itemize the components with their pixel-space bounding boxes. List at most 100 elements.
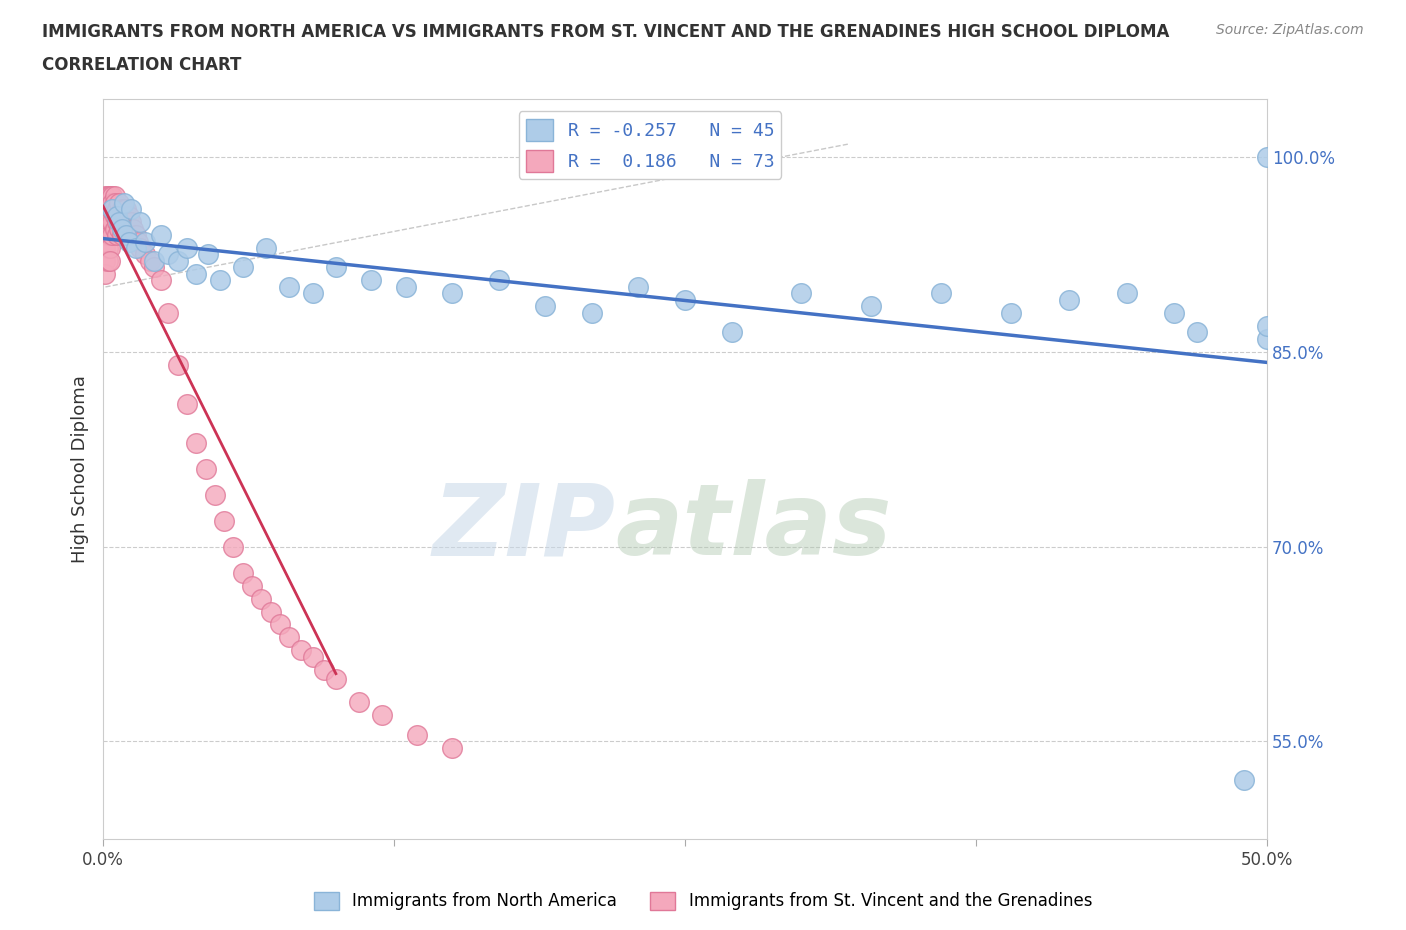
- Point: [157, 247, 180, 262]
- Point: [98, 202, 121, 217]
- Point: [125, 241, 148, 256]
- Text: atlas: atlas: [616, 479, 891, 577]
- Point: [395, 280, 418, 295]
- Point: [371, 708, 394, 723]
- Point: [111, 215, 134, 230]
- Point: [129, 215, 152, 230]
- Point: [204, 487, 226, 502]
- Point: [278, 280, 301, 295]
- Point: [232, 260, 254, 275]
- Point: [860, 299, 883, 313]
- Point: [347, 695, 370, 710]
- Point: [111, 228, 134, 243]
- Point: [112, 195, 135, 210]
- Point: [97, 228, 120, 243]
- Point: [112, 202, 135, 217]
- Point: [627, 280, 650, 295]
- Point: [157, 305, 180, 320]
- Point: [581, 305, 603, 320]
- Point: [260, 604, 283, 619]
- Point: [120, 215, 142, 230]
- Point: [105, 228, 128, 243]
- Point: [441, 740, 464, 755]
- Point: [240, 578, 263, 593]
- Point: [1163, 305, 1185, 320]
- Point: [301, 286, 323, 301]
- Point: [122, 221, 145, 236]
- Point: [143, 254, 166, 269]
- Point: [97, 202, 120, 217]
- Point: [115, 202, 138, 217]
- Point: [534, 299, 557, 313]
- Point: [176, 396, 198, 411]
- Point: [97, 215, 120, 230]
- Point: [94, 267, 117, 282]
- Point: [118, 208, 141, 223]
- Text: ZIP: ZIP: [432, 479, 616, 577]
- Point: [232, 565, 254, 580]
- Point: [108, 221, 131, 236]
- Point: [488, 273, 510, 288]
- Point: [94, 241, 117, 256]
- Point: [98, 254, 121, 269]
- Legend: R = -0.257   N = 45, R =  0.186   N = 73: R = -0.257 N = 45, R = 0.186 N = 73: [519, 112, 782, 179]
- Point: [94, 202, 117, 217]
- Text: IMMIGRANTS FROM NORTH AMERICA VS IMMIGRANTS FROM ST. VINCENT AND THE GRENADINES : IMMIGRANTS FROM NORTH AMERICA VS IMMIGRA…: [42, 23, 1170, 41]
- Point: [94, 228, 117, 243]
- Point: [105, 215, 128, 230]
- Point: [108, 208, 131, 223]
- Point: [129, 241, 152, 256]
- Point: [325, 260, 347, 275]
- Point: [104, 195, 127, 210]
- Point: [290, 643, 312, 658]
- Point: [278, 630, 301, 644]
- Point: [125, 228, 148, 243]
- Point: [94, 254, 117, 269]
- Point: [150, 228, 173, 243]
- Point: [97, 189, 120, 204]
- Point: [112, 215, 135, 230]
- Point: [120, 202, 142, 217]
- Point: [108, 215, 131, 230]
- Point: [105, 208, 128, 223]
- Point: [94, 215, 117, 230]
- Point: [101, 202, 124, 217]
- Point: [134, 234, 156, 249]
- Point: [98, 189, 121, 204]
- Point: [325, 671, 347, 686]
- Point: [101, 189, 124, 204]
- Point: [105, 202, 128, 217]
- Point: [97, 254, 120, 269]
- Point: [250, 591, 273, 606]
- Point: [194, 461, 217, 476]
- Point: [150, 273, 173, 288]
- Point: [406, 727, 429, 742]
- Point: [104, 208, 127, 223]
- Point: [1000, 305, 1022, 320]
- Point: [104, 189, 127, 204]
- Y-axis label: High School Diploma: High School Diploma: [72, 375, 89, 563]
- Point: [720, 325, 742, 339]
- Point: [166, 254, 188, 269]
- Legend: Immigrants from North America, Immigrants from St. Vincent and the Grenadines: Immigrants from North America, Immigrant…: [307, 885, 1099, 917]
- Point: [115, 215, 138, 230]
- Point: [94, 189, 117, 204]
- Text: CORRELATION CHART: CORRELATION CHART: [42, 56, 242, 73]
- Point: [104, 221, 127, 236]
- Point: [212, 513, 235, 528]
- Point: [186, 435, 208, 450]
- Point: [186, 267, 208, 282]
- Point: [108, 195, 131, 210]
- Point: [98, 215, 121, 230]
- Point: [197, 247, 219, 262]
- Point: [254, 241, 277, 256]
- Point: [1256, 150, 1278, 165]
- Point: [101, 202, 124, 217]
- Point: [673, 293, 696, 308]
- Point: [143, 260, 166, 275]
- Point: [1185, 325, 1208, 339]
- Point: [101, 195, 124, 210]
- Point: [1116, 286, 1139, 301]
- Point: [98, 241, 121, 256]
- Point: [115, 228, 138, 243]
